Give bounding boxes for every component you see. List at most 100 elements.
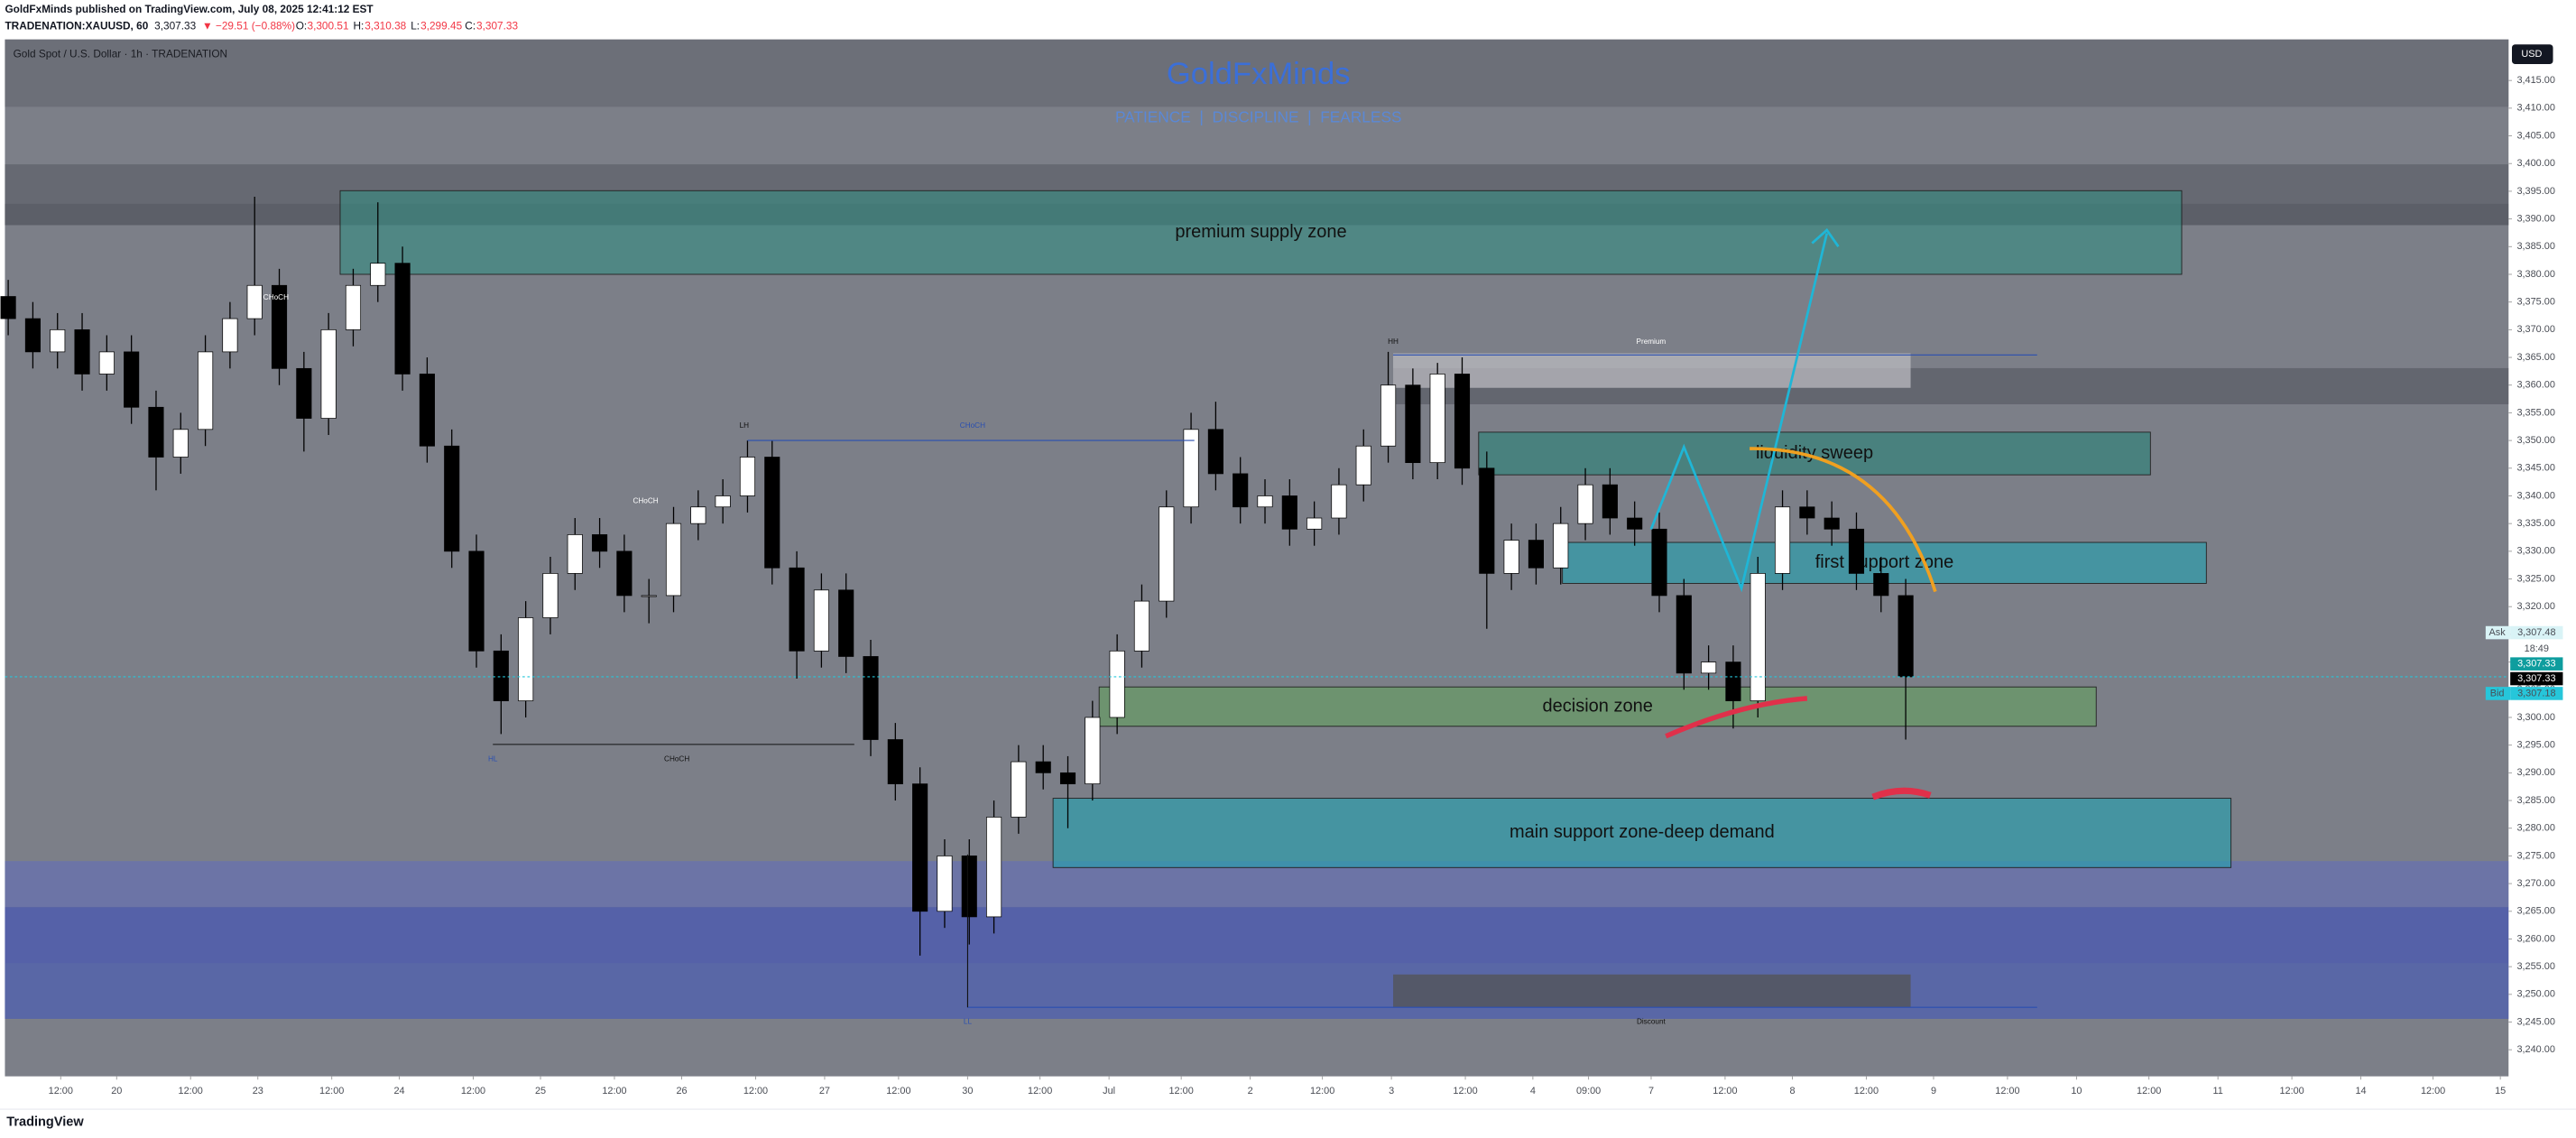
- highlight-stroke: [1871, 787, 1932, 800]
- annotation: CHoCH: [263, 293, 289, 301]
- y-tick-label: 3,330.00: [2516, 546, 2554, 557]
- y-tick-label: 3,270.00: [2516, 878, 2554, 889]
- x-tick-label: 12:00: [1453, 1086, 1477, 1096]
- candle-body: [198, 351, 214, 430]
- candle-body: [690, 506, 706, 524]
- x-tick-label: 12:00: [179, 1086, 203, 1096]
- annotation: Discount: [1637, 1018, 1667, 1026]
- candle-body: [1897, 595, 1914, 678]
- zone-label: first support zone: [1815, 552, 1954, 572]
- y-tick-label: 3,285.00: [2516, 795, 2554, 806]
- candle-body: [1774, 506, 1791, 574]
- candle-body: [24, 318, 41, 353]
- x-tick-label: 26: [676, 1086, 687, 1096]
- candle-body: [1651, 528, 1667, 597]
- candle-body: [1873, 573, 1889, 597]
- candle-body: [1553, 523, 1569, 569]
- candle-body: [1109, 650, 1125, 718]
- discount-box: [1393, 974, 1911, 1008]
- y-tick-label: 3,245.00: [2516, 1016, 2554, 1027]
- x-tick-label: 12:00: [2137, 1086, 2161, 1096]
- zone-label: decision zone: [1543, 696, 1653, 716]
- candle-body: [1207, 429, 1223, 475]
- currency-button[interactable]: [2511, 44, 2553, 65]
- drawings: [493, 227, 2037, 1008]
- x-tick-label: 12:00: [602, 1086, 626, 1096]
- annotation: Premium: [1637, 338, 1667, 346]
- ohlc-label: H:: [353, 19, 364, 32]
- candle-body: [665, 523, 682, 597]
- candle-body: [887, 739, 903, 784]
- y-tick-label: 3,365.00: [2516, 352, 2554, 363]
- symbol: TRADENATION:XAUUSD, 60: [5, 19, 148, 32]
- y-tick-label: 3,395.00: [2516, 186, 2554, 197]
- x-tick-label: 3: [1389, 1086, 1394, 1096]
- candle-body: [1627, 517, 1643, 530]
- candles: [0, 197, 2509, 956]
- candle-body: [739, 457, 756, 496]
- candle-body: [419, 374, 435, 447]
- candle-body: [172, 429, 189, 458]
- candle-body: [1183, 429, 1199, 508]
- y-tick-label: 3,240.00: [2516, 1044, 2554, 1055]
- candle-body: [1380, 384, 1397, 447]
- annotation: HL: [488, 754, 498, 763]
- y-tick-label: 3,380.00: [2516, 269, 2554, 280]
- zone-label: main support zone-deep demand: [1510, 822, 1775, 842]
- y-tick-label: 3,335.00: [2516, 518, 2554, 529]
- candle-body: [1133, 600, 1150, 652]
- candle-body: [1281, 495, 1297, 530]
- y-tick-label: 3,345.00: [2516, 463, 2554, 474]
- currency[interactable]: USD: [2521, 49, 2542, 60]
- y-tick-label: 3,405.00: [2516, 130, 2554, 141]
- candle-body: [863, 656, 879, 740]
- x-tick-label: 8: [1789, 1086, 1795, 1096]
- publisher: GoldFxMinds published on TradingView.com…: [5, 3, 374, 15]
- candle-body: [1306, 517, 1323, 530]
- y-tick-label: 3,360.00: [2516, 380, 2554, 391]
- ohlc-label: O:: [296, 19, 308, 32]
- candle-body: [838, 589, 854, 657]
- candle-body: [567, 534, 583, 574]
- zone: [1098, 686, 2097, 727]
- tag-name: Bid: [2490, 688, 2505, 699]
- tag-text: 3,307.33: [2517, 673, 2555, 684]
- x-tick-label: 25: [535, 1086, 546, 1096]
- candle-body: [1059, 772, 1076, 784]
- candle-body: [0, 296, 16, 319]
- y-tick-label: 3,320.00: [2516, 601, 2554, 612]
- annotation: LL: [964, 1018, 973, 1026]
- y-tick-label: 3,280.00: [2516, 823, 2554, 834]
- candle-body: [1602, 484, 1618, 519]
- tag-name-box: [2485, 687, 2511, 700]
- candle-body: [124, 351, 140, 408]
- y-tick-label: 3,250.00: [2516, 989, 2554, 1000]
- x-tick-label: 12:00: [49, 1086, 73, 1096]
- x-axis: 12:00 20 12:00 23 12:00 24 12:00 25 12:00 26 12:00…: [49, 1076, 2506, 1096]
- tag-box: [2510, 687, 2563, 700]
- y-tick-label: 3,415.00: [2516, 75, 2554, 86]
- y-tick-label: 3,275.00: [2516, 850, 2554, 861]
- candle-body: [493, 650, 509, 701]
- candle-body: [518, 617, 534, 701]
- candle-body: [98, 351, 115, 375]
- tag-box: [2510, 657, 2563, 671]
- candle-body: [542, 573, 559, 618]
- zone-label: premium supply zone: [1175, 222, 1346, 242]
- candle-body: [616, 550, 632, 597]
- candle-body: [74, 328, 90, 375]
- candle-body: [986, 817, 1002, 918]
- band: [5, 963, 2509, 1019]
- ohlc-value: 3,310.38: [365, 19, 406, 32]
- y-tick-label: 3,260.00: [2516, 933, 2554, 944]
- x-tick-label: Jul: [1103, 1086, 1115, 1096]
- candle-body: [370, 263, 386, 286]
- ohlc-value: 3,300.51: [307, 19, 348, 32]
- x-tick-label: 7: [1648, 1086, 1654, 1096]
- x-tick-label: 27: [819, 1086, 830, 1096]
- x-tick-label: 12:00: [743, 1086, 768, 1096]
- x-tick-label: 9: [1931, 1086, 1936, 1096]
- candle-body: [1750, 573, 1766, 701]
- zone: [1052, 798, 2232, 868]
- candle-body: [813, 589, 829, 652]
